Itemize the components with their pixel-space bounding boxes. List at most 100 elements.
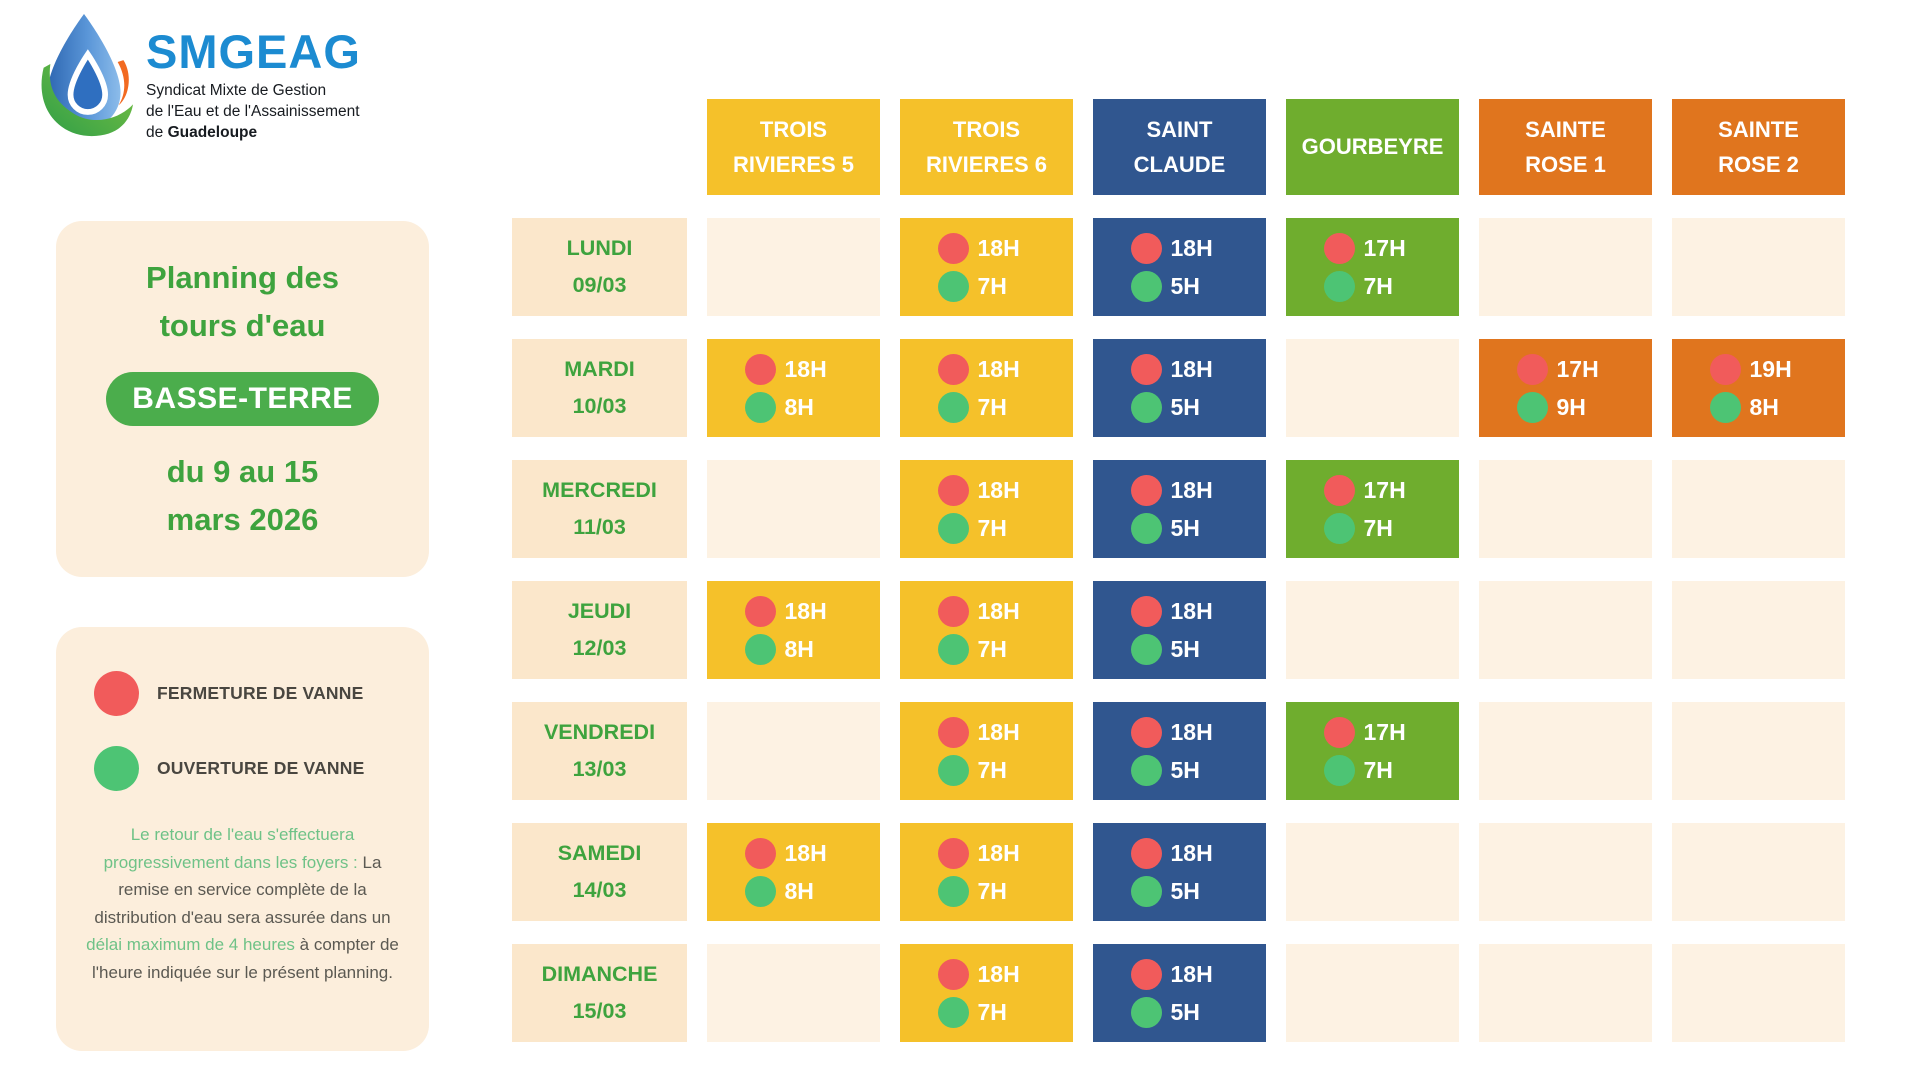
cell-lundi-saint-claude: 18H 5H xyxy=(1093,218,1266,316)
schedule-grid: TROIS RIVIERES 5 TROIS RIVIERES 6 SAINT CL… xyxy=(512,99,1845,1042)
day-label-vendredi: VENDREDI 13/03 xyxy=(512,702,687,800)
valve-open-icon xyxy=(1130,996,1162,1028)
valve-close-slot: 18H xyxy=(1130,837,1229,869)
day-label-lundi: LUNDI 09/03 xyxy=(512,218,687,316)
valve-open-time: 7H xyxy=(1363,514,1393,541)
cell-lundi-trois-rivieres-5 xyxy=(707,218,880,316)
valve-close-slot: 18H xyxy=(1130,595,1229,627)
cell-jeudi-trois-rivieres-6: 18H 7H xyxy=(900,581,1073,679)
valve-open-slot: 7H xyxy=(937,633,1036,665)
cell-lundi-sainte-rose-2 xyxy=(1672,218,1845,316)
valve-open-slot: 7H xyxy=(937,512,1036,544)
valve-close-slot: 18H xyxy=(937,837,1036,869)
cell-mardi-gourbeyre xyxy=(1286,339,1459,437)
valve-open-time: 5H xyxy=(1170,756,1200,783)
valve-open-time: 5H xyxy=(1170,635,1200,662)
cell-mardi-trois-rivieres-5: 18H 8H xyxy=(707,339,880,437)
valve-open-icon xyxy=(1516,391,1548,423)
valve-close-slot: 18H xyxy=(1130,474,1229,506)
valve-open-time: 5H xyxy=(1170,393,1200,420)
day-label-dimanche: DIMANCHE 15/03 xyxy=(512,944,687,1042)
valve-close-time: 18H xyxy=(977,718,1020,745)
valve-close-time: 17H xyxy=(1556,355,1599,382)
valve-close-icon xyxy=(94,671,139,716)
valve-open-icon xyxy=(1130,633,1162,665)
cell-samedi-sainte-rose-1 xyxy=(1479,823,1652,921)
cell-vendredi-saint-claude: 18H 5H xyxy=(1093,702,1266,800)
valve-open-time: 7H xyxy=(1363,756,1393,783)
cell-lundi-gourbeyre: 17H 7H xyxy=(1286,218,1459,316)
valve-close-time: 18H xyxy=(977,355,1020,382)
column-header-trois-rivieres-6: TROIS RIVIERES 6 xyxy=(900,99,1073,195)
valve-open-time: 7H xyxy=(977,514,1007,541)
valve-open-time: 5H xyxy=(1170,998,1200,1025)
valve-close-time: 18H xyxy=(1170,597,1213,624)
valve-close-slot: 17H xyxy=(1323,474,1422,506)
valve-open-icon xyxy=(1709,391,1741,423)
valve-open-icon xyxy=(744,391,776,423)
cell-jeudi-gourbeyre xyxy=(1286,581,1459,679)
cell-jeudi-sainte-rose-2 xyxy=(1672,581,1845,679)
valve-open-slot: 7H xyxy=(1323,754,1422,786)
valve-close-time: 18H xyxy=(1170,718,1213,745)
smgeag-logo: SMGEAG Syndicat Mixte de Gestion de l'Ea… xyxy=(34,12,361,144)
cell-mardi-trois-rivieres-6: 18H 7H xyxy=(900,339,1073,437)
valve-close-icon xyxy=(937,353,969,385)
valve-close-time: 17H xyxy=(1363,476,1406,503)
brand-subtitle: Syndicat Mixte de Gestion de l'Eau et de… xyxy=(146,82,360,141)
valve-close-time: 18H xyxy=(977,597,1020,624)
valve-open-time: 7H xyxy=(977,877,1007,904)
valve-open-icon xyxy=(937,391,969,423)
day-label-samedi: SAMEDI 14/03 xyxy=(512,823,687,921)
column-header-trois-rivieres-5: TROIS RIVIERES 5 xyxy=(707,99,880,195)
valve-close-slot: 18H xyxy=(744,837,843,869)
valve-close-slot: 18H xyxy=(744,595,843,627)
valve-open-icon xyxy=(1130,754,1162,786)
column-header-sainte-rose-1: SAINTE ROSE 1 xyxy=(1479,99,1652,195)
valve-close-icon xyxy=(744,353,776,385)
city-badge: BASSE-TERRE xyxy=(106,372,379,426)
valve-close-icon xyxy=(1130,232,1162,264)
valve-open-icon xyxy=(937,754,969,786)
valve-close-time: 18H xyxy=(977,960,1020,987)
note-segment: La remise en service complète de la dist… xyxy=(94,852,391,927)
valve-open-time: 7H xyxy=(977,998,1007,1025)
valve-close-time: 18H xyxy=(784,839,827,866)
valve-close-time: 18H xyxy=(977,839,1020,866)
valve-close-time: 18H xyxy=(1170,355,1213,382)
poster-title: Planning des tours d'eau xyxy=(146,259,339,343)
valve-close-time: 18H xyxy=(977,476,1020,503)
valve-close-slot: 17H xyxy=(1323,716,1422,748)
valve-open-slot: 8H xyxy=(744,633,843,665)
cell-samedi-trois-rivieres-6: 18H 7H xyxy=(900,823,1073,921)
valve-open-icon xyxy=(1130,875,1162,907)
valve-close-icon xyxy=(1130,474,1162,506)
column-header-gourbeyre: GOURBEYRE xyxy=(1286,99,1459,195)
valve-close-icon xyxy=(744,837,776,869)
valve-open-slot: 5H xyxy=(1130,270,1229,302)
date-range: du 9 au 15 mars 2026 xyxy=(166,454,319,538)
valve-close-time: 18H xyxy=(977,234,1020,261)
valve-close-slot: 18H xyxy=(937,353,1036,385)
column-header-saint-claude: SAINT CLAUDE xyxy=(1093,99,1266,195)
cell-vendredi-trois-rivieres-5 xyxy=(707,702,880,800)
legend-item-open: OUVERTURE DE VANNE xyxy=(94,746,403,791)
cell-dimanche-saint-claude: 18H 5H xyxy=(1093,944,1266,1042)
valve-close-icon xyxy=(1516,353,1548,385)
valve-open-time: 5H xyxy=(1170,514,1200,541)
valve-open-slot: 8H xyxy=(744,391,843,423)
water-drop-leaf-icon xyxy=(34,12,134,144)
cell-jeudi-sainte-rose-1 xyxy=(1479,581,1652,679)
cell-mercredi-sainte-rose-2 xyxy=(1672,460,1845,558)
valve-open-icon xyxy=(1130,512,1162,544)
cell-mercredi-gourbeyre: 17H 7H xyxy=(1286,460,1459,558)
valve-open-icon xyxy=(1323,754,1355,786)
valve-close-icon xyxy=(1130,837,1162,869)
valve-close-slot: 18H xyxy=(937,716,1036,748)
valve-close-time: 17H xyxy=(1363,718,1406,745)
valve-close-slot: 19H xyxy=(1709,353,1808,385)
valve-open-icon xyxy=(1130,270,1162,302)
valve-open-icon xyxy=(937,512,969,544)
valve-close-icon xyxy=(937,837,969,869)
